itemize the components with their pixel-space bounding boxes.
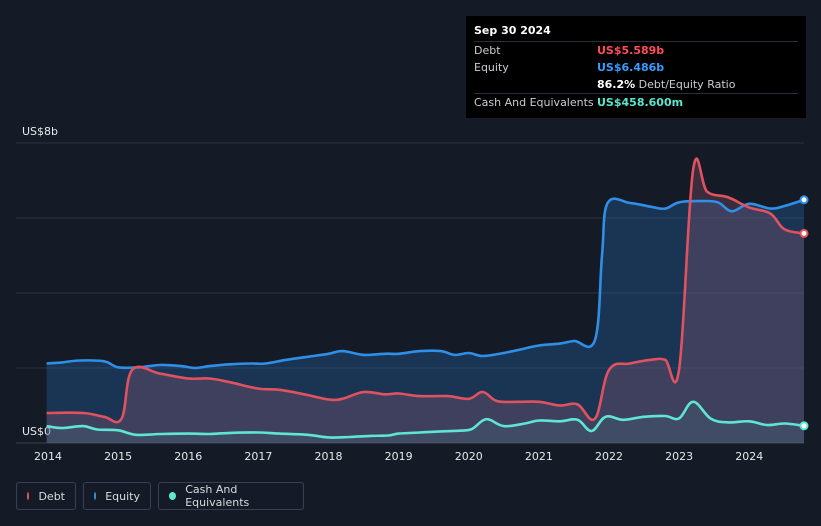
x-tick-label: 2021 [525,450,553,463]
x-tick-label: 2019 [385,450,413,463]
debt-dot-icon [27,492,30,500]
cash-line [46,400,805,439]
debt-end-marker [799,228,809,238]
y-bottom-label: US$0 [22,425,51,438]
legend-item-cash[interactable]: Cash And Equivalents [158,482,304,510]
x-tick-label: 2022 [595,450,623,463]
tooltip-cash-label: Cash And Equivalents [474,96,594,109]
tooltip-date: Sep 30 2024 [474,24,551,37]
tooltip-ratio-label: Debt/Equity Ratio [638,78,736,91]
x-tick-label: 2016 [174,450,202,463]
x-tick-label: 2015 [104,450,132,463]
tooltip-equity-label: Equity [474,61,509,74]
x-tick-label: 2024 [735,450,763,463]
equity-dot-icon [94,492,97,500]
equity-line [46,197,805,370]
tooltip-ratio-value: 86.2% [597,78,636,91]
debt-area [46,158,805,443]
tooltip-debt-value: US$5.589b [597,44,665,57]
tooltip-cash-value: US$458.600m [597,96,684,109]
x-tick-label: 2020 [455,450,483,463]
x-tick-label: 2018 [315,450,343,463]
legend-item-equity[interactable]: Equity [83,482,151,510]
legend-cash-label: Cash And Equivalents [185,483,250,509]
equity-area [46,198,805,443]
cash-end-marker [799,421,809,431]
tooltip-ratio-row: 86.2% Debt/Equity Ratio [474,76,798,93]
cash-area [46,401,805,443]
tooltip-equity-value: US$6.486b [597,61,665,74]
cash-dot-icon [169,492,177,500]
equity-end-marker [799,195,809,205]
tooltip-debt-label: Debt [474,44,501,57]
x-tick-label: 2017 [244,450,272,463]
tooltip-debt-row: Debt US$5.589b [474,41,798,59]
x-tick-label: 2014 [34,450,62,463]
tooltip-equity-row: Equity US$6.486b [474,59,798,76]
legend-debt-label: Debt [38,489,65,503]
x-tick-label: 2023 [665,450,693,463]
legend-item-debt[interactable]: Debt [16,482,76,510]
legend-equity-label: Equity [105,489,140,503]
tooltip-panel: Sep 30 2024 Debt US$5.589b Equity US$6.4… [466,16,806,118]
tooltip-cash-row: Cash And Equivalents US$458.600m [474,93,798,111]
y-top-label: US$8b [22,125,58,138]
debt-line [46,157,805,424]
